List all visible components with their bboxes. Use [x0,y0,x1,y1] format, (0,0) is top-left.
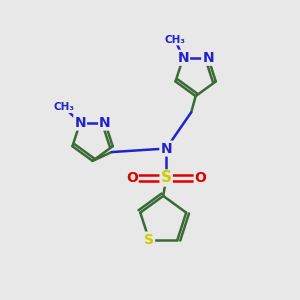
Text: O: O [126,171,138,185]
Text: O: O [195,171,207,185]
Text: CH₃: CH₃ [164,34,185,44]
Text: N: N [160,142,172,155]
Text: N: N [177,51,189,65]
Text: CH₃: CH₃ [53,102,74,112]
Text: N: N [74,116,86,130]
Text: S: S [144,232,154,247]
Text: S: S [161,170,172,185]
Text: N: N [202,51,214,65]
Text: N: N [99,116,111,130]
